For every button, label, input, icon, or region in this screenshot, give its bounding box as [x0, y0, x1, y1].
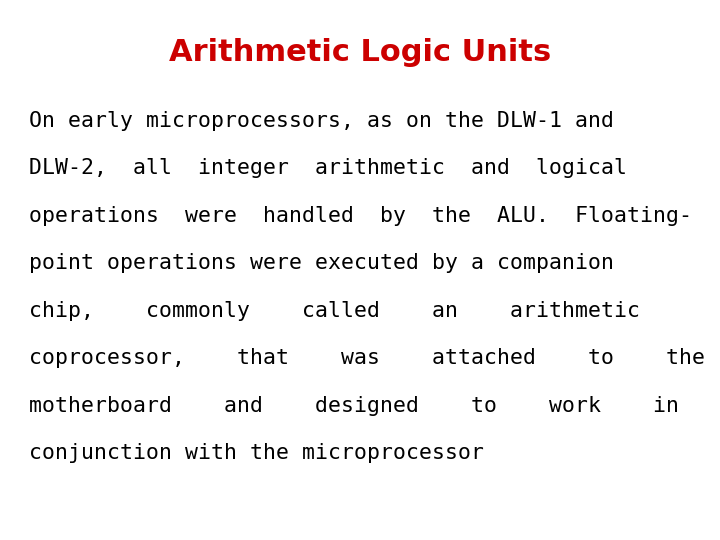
Text: conjunction with the microprocessor: conjunction with the microprocessor [29, 443, 484, 463]
Text: coprocessor,    that    was    attached    to    the: coprocessor, that was attached to the [29, 348, 705, 368]
Text: chip,    commonly    called    an    arithmetic: chip, commonly called an arithmetic [29, 301, 640, 321]
Text: DLW-2,  all  integer  arithmetic  and  logical: DLW-2, all integer arithmetic and logica… [29, 158, 627, 178]
Text: point operations were executed by a companion: point operations were executed by a comp… [29, 253, 613, 273]
Text: On early microprocessors, as on the DLW-1 and: On early microprocessors, as on the DLW-… [29, 111, 613, 131]
Text: Arithmetic Logic Units: Arithmetic Logic Units [169, 38, 551, 67]
Text: operations  were  handled  by  the  ALU.  Floating-: operations were handled by the ALU. Floa… [29, 206, 692, 226]
Text: motherboard    and    designed    to    work    in: motherboard and designed to work in [29, 396, 679, 416]
